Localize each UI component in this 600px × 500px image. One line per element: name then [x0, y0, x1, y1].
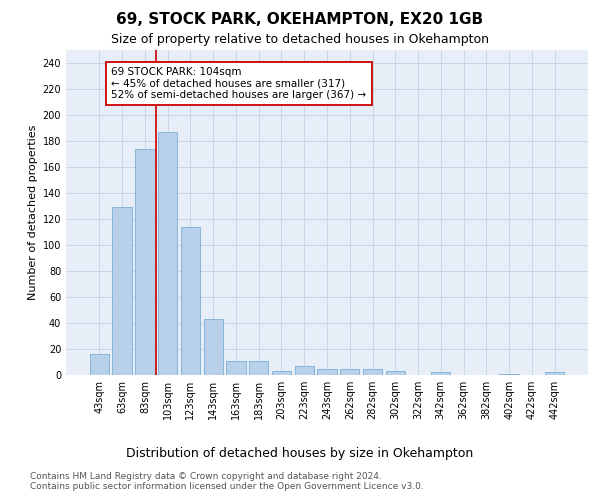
Bar — [499, 374, 519, 375]
Bar — [272, 371, 291, 375]
Bar — [112, 208, 132, 375]
Bar — [135, 149, 155, 375]
Bar — [340, 368, 359, 375]
Bar — [317, 368, 337, 375]
Bar — [295, 366, 314, 375]
Bar — [226, 360, 245, 375]
Text: Size of property relative to detached houses in Okehampton: Size of property relative to detached ho… — [111, 32, 489, 46]
Bar — [249, 360, 268, 375]
Bar — [431, 372, 451, 375]
Bar — [363, 368, 382, 375]
Bar — [386, 371, 405, 375]
Bar — [203, 319, 223, 375]
Text: Contains public sector information licensed under the Open Government Licence v3: Contains public sector information licen… — [30, 482, 424, 491]
Bar — [158, 132, 178, 375]
Bar — [181, 227, 200, 375]
Y-axis label: Number of detached properties: Number of detached properties — [28, 125, 38, 300]
Text: Distribution of detached houses by size in Okehampton: Distribution of detached houses by size … — [127, 448, 473, 460]
Bar — [545, 372, 564, 375]
Bar — [90, 354, 109, 375]
Text: 69, STOCK PARK, OKEHAMPTON, EX20 1GB: 69, STOCK PARK, OKEHAMPTON, EX20 1GB — [116, 12, 484, 28]
Text: 69 STOCK PARK: 104sqm
← 45% of detached houses are smaller (317)
52% of semi-det: 69 STOCK PARK: 104sqm ← 45% of detached … — [111, 67, 367, 100]
Text: Contains HM Land Registry data © Crown copyright and database right 2024.: Contains HM Land Registry data © Crown c… — [30, 472, 382, 481]
